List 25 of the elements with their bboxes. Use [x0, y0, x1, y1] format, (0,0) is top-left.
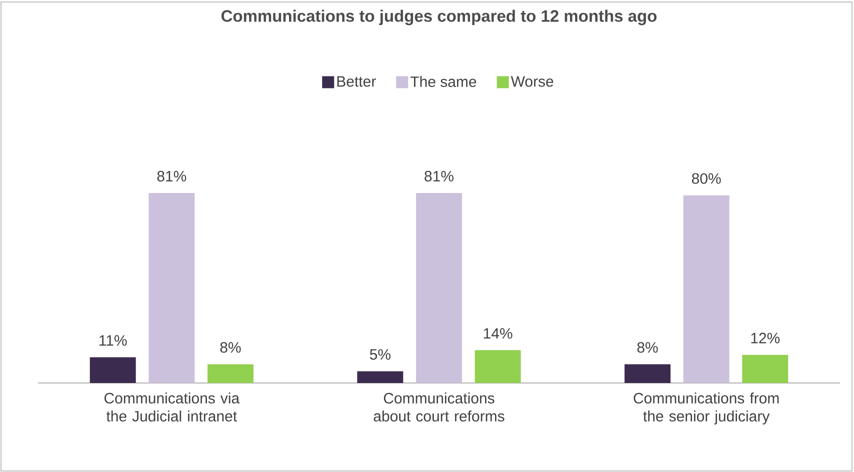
data-label: 11% [100, 335, 127, 346]
data-label: 12% [751, 332, 780, 344]
legend-label: Better [337, 76, 376, 87]
bar [683, 195, 730, 383]
x-tick-label: Communications about court reforms [374, 392, 504, 422]
legend-label: Worse [510, 76, 554, 87]
x-tick-label: Communications via the Judicial intranet [104, 392, 240, 422]
data-label: 81% [424, 170, 454, 182]
bar [357, 371, 404, 383]
legend-label: The same [410, 76, 476, 88]
data-label: 8% [220, 342, 241, 353]
data-label: 80% [692, 173, 721, 184]
x-tick-label: Communications from the senior judiciary [634, 392, 779, 424]
bar [624, 364, 671, 383]
data-label: 81% [157, 170, 186, 182]
data-label: 8% [637, 342, 658, 353]
bar [90, 357, 136, 383]
bar [474, 350, 521, 383]
chart-title: Communications to judges compared to 12 months ago [221, 10, 657, 26]
bar [148, 193, 195, 383]
data-label: 14% [484, 328, 512, 339]
data-label: 5% [370, 349, 390, 360]
bar [742, 354, 788, 383]
bar [207, 364, 254, 383]
bar [416, 193, 462, 383]
